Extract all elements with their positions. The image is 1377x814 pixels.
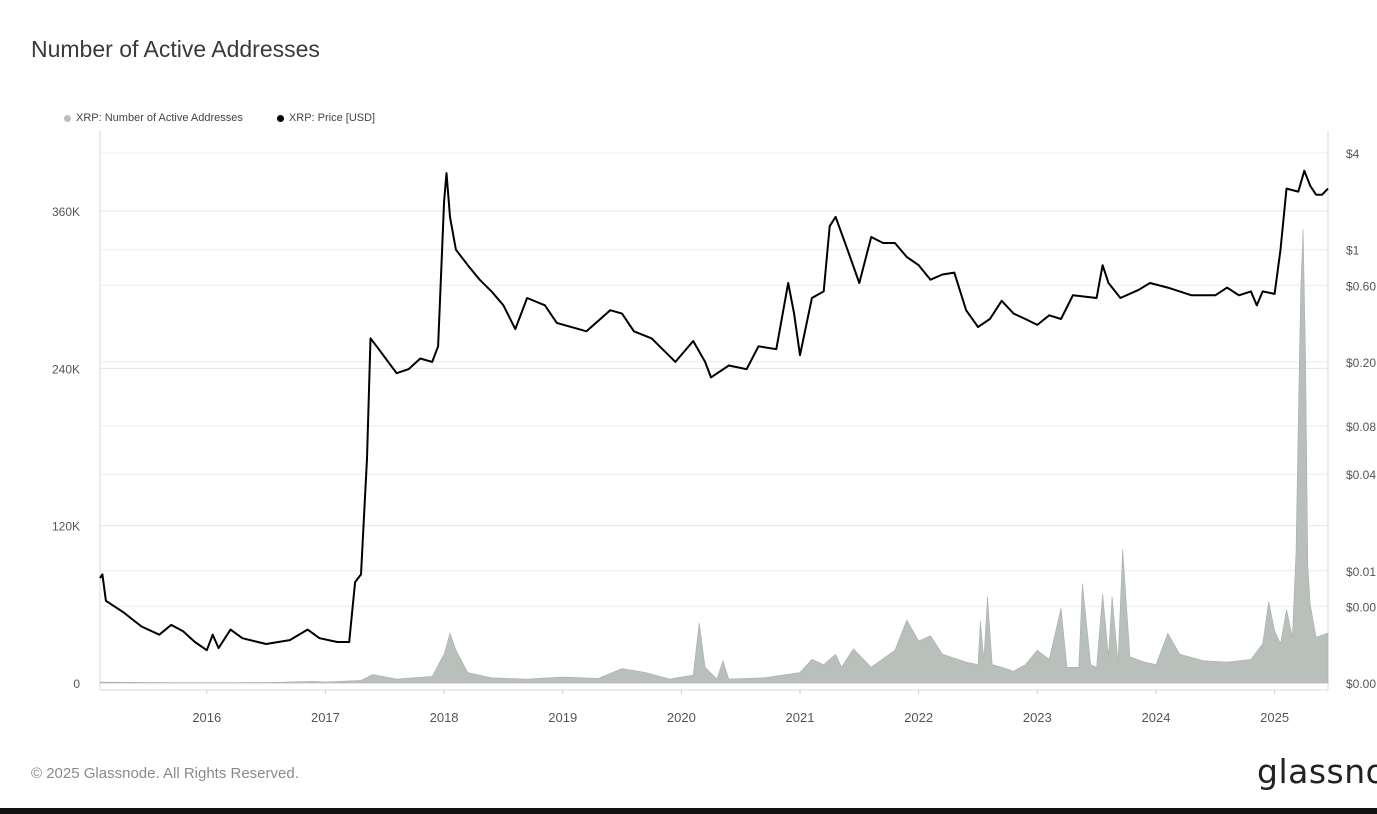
legend-item-addresses[interactable]: XRP: Number of Active Addresses [64, 112, 243, 124]
y-right-tick-label: $0.08 [1346, 420, 1376, 434]
y-left-tick-label: 0 [73, 677, 80, 691]
legend-label-addresses: XRP: Number of Active Addresses [76, 112, 243, 124]
x-tick-label: 2022 [904, 710, 933, 725]
x-tick-label: 2018 [430, 710, 459, 725]
x-tick-label: 2020 [667, 710, 696, 725]
y-right-tick-label: $0.60 [1346, 279, 1376, 293]
y-left-tick-label: 240K [52, 362, 80, 376]
y-right-tick-label: $0.00 [1346, 677, 1376, 691]
copyright-text: © 2025 Glassnode. All Rights Reserved. [31, 765, 299, 782]
y-left-tick-label: 120K [52, 520, 80, 534]
x-tick-label: 2017 [311, 710, 340, 725]
x-tick-label: 2024 [1142, 710, 1171, 725]
legend-dot-price [276, 114, 284, 122]
legend-label-price: XRP: Price [USD] [288, 112, 376, 124]
glassnode-logo: glassnod [1257, 752, 1377, 791]
y-left-tick-label: 360K [52, 205, 80, 219]
series-active-addresses [99, 229, 1329, 684]
x-tick-label: 2019 [548, 710, 577, 725]
legend-item-price[interactable]: XRP: Price [USD] [276, 112, 376, 124]
x-tick-label: 2025 [1260, 710, 1289, 725]
x-tick-label: 2023 [1023, 710, 1052, 725]
chart-title: Number of Active Addresses [31, 36, 320, 62]
legend: XRP: Number of Active Addresses XRP: Pri… [64, 112, 375, 124]
legend-dot-addresses [64, 114, 71, 122]
y-right-tick-label: $1 [1346, 244, 1360, 258]
y-right-tick-label: $0.00 [1346, 600, 1376, 614]
series-price [99, 169, 1329, 652]
bottom-rule [0, 808, 1377, 814]
y-right-tick-label: $0.20 [1346, 356, 1376, 370]
y-right-tick-label: $0.01 [1346, 565, 1376, 579]
y-right-tick-label: $0.04 [1346, 468, 1376, 482]
y-right-tick-label: $4 [1346, 147, 1360, 161]
x-tick-label: 2021 [786, 710, 815, 725]
x-tick-label: 2016 [192, 710, 221, 725]
